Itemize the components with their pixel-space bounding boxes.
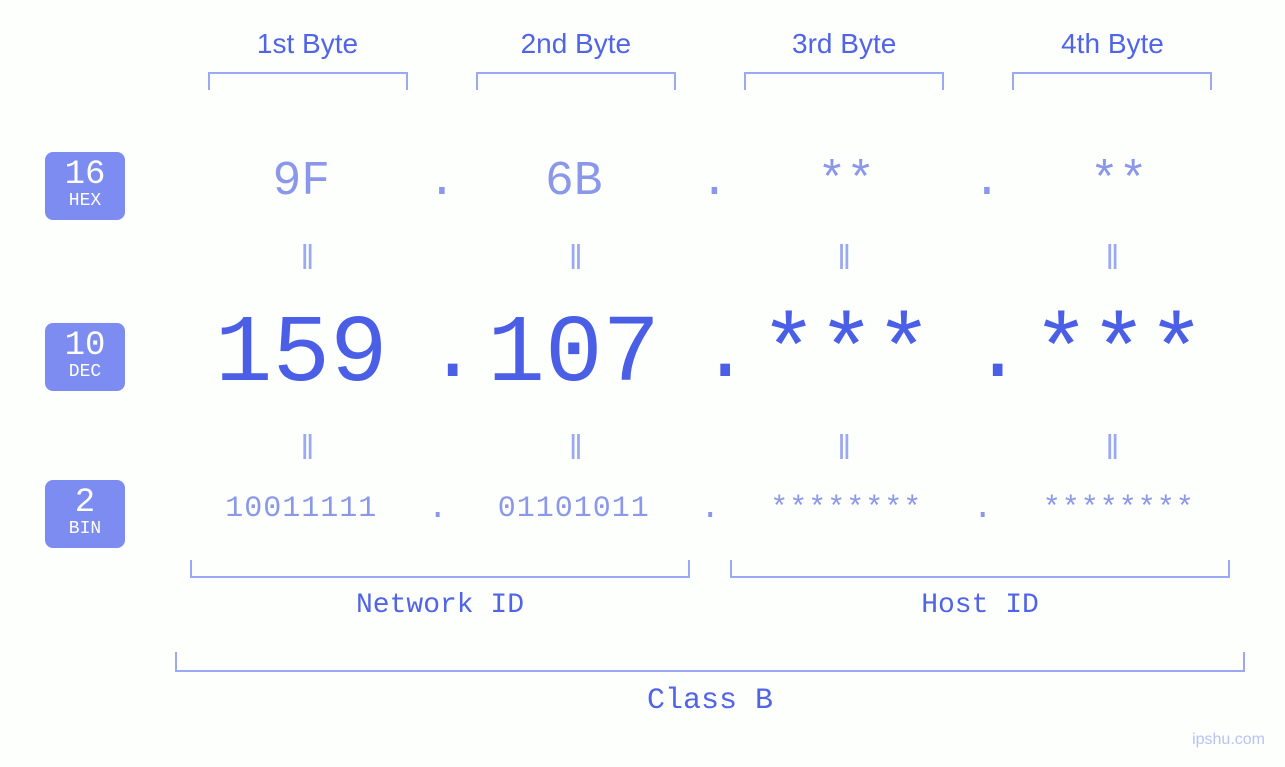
dot-separator: . bbox=[700, 490, 720, 528]
dot-separator: . bbox=[428, 155, 448, 209]
equals-icon: ǁ bbox=[712, 242, 977, 280]
byte-headers-row: 1st Byte 2nd Byte 3rd Byte 4th Byte bbox=[175, 28, 1245, 90]
equals-icon: ǁ bbox=[443, 432, 708, 470]
bracket-top-icon bbox=[1012, 72, 1212, 90]
base-dec-number: 10 bbox=[45, 329, 125, 363]
dot-separator: . bbox=[973, 307, 993, 402]
bracket-bottom-icon bbox=[730, 560, 1230, 578]
byte-header-3-label: 3rd Byte bbox=[792, 28, 896, 59]
bracket-bottom-icon bbox=[190, 560, 690, 578]
base-hex-label: HEX bbox=[45, 192, 125, 212]
dot-separator: . bbox=[700, 155, 720, 209]
byte-header-1: 1st Byte bbox=[175, 28, 440, 90]
equals-icon: ǁ bbox=[175, 432, 440, 470]
network-id-group: Network ID bbox=[175, 560, 705, 621]
byte-header-4-label: 4th Byte bbox=[1061, 28, 1164, 59]
bracket-top-icon bbox=[208, 72, 408, 90]
bracket-top-icon bbox=[476, 72, 676, 90]
watermark: ipshu.com bbox=[1192, 731, 1265, 749]
base-badge-dec: 10 DEC bbox=[45, 323, 125, 391]
equals-icon: ǁ bbox=[175, 242, 440, 280]
class-label: Class B bbox=[175, 684, 1245, 718]
id-brackets-row: Network ID Host ID bbox=[175, 560, 1245, 621]
byte-header-2: 2nd Byte bbox=[443, 28, 708, 90]
byte-header-1-label: 1st Byte bbox=[257, 28, 358, 59]
hex-byte-2: 6B bbox=[448, 155, 701, 209]
dec-byte-3: *** bbox=[720, 300, 973, 409]
byte-header-3: 3rd Byte bbox=[712, 28, 977, 90]
dec-row: 159 . 107 . *** . *** bbox=[175, 300, 1245, 409]
equals-icon: ǁ bbox=[443, 242, 708, 280]
host-id-group: Host ID bbox=[715, 560, 1245, 621]
dot-separator: . bbox=[428, 490, 448, 528]
base-dec-label: DEC bbox=[45, 363, 125, 383]
bin-row: 10011111 . 01101011 . ******** . *******… bbox=[175, 490, 1245, 528]
base-bin-number: 2 bbox=[45, 486, 125, 520]
bin-byte-4: ******** bbox=[993, 492, 1246, 526]
byte-header-2-label: 2nd Byte bbox=[521, 28, 632, 59]
dot-separator: . bbox=[428, 307, 448, 402]
bin-byte-1: 10011111 bbox=[175, 492, 428, 526]
equals-row-1: ǁ ǁ ǁ ǁ bbox=[175, 242, 1245, 280]
hex-byte-1: 9F bbox=[175, 155, 428, 209]
class-group: Class B bbox=[175, 652, 1245, 718]
dec-byte-4: *** bbox=[993, 300, 1246, 409]
bin-byte-3: ******** bbox=[720, 492, 973, 526]
equals-row-2: ǁ ǁ ǁ ǁ bbox=[175, 432, 1245, 470]
base-bin-label: BIN bbox=[45, 520, 125, 540]
dot-separator: . bbox=[700, 307, 720, 402]
hex-row: 9F . 6B . ** . ** bbox=[175, 155, 1245, 209]
equals-icon: ǁ bbox=[980, 242, 1245, 280]
host-id-label: Host ID bbox=[715, 590, 1245, 621]
dec-byte-1: 159 bbox=[175, 300, 428, 409]
dot-separator: . bbox=[973, 490, 993, 528]
hex-byte-4: ** bbox=[993, 155, 1246, 209]
base-badge-hex: 16 HEX bbox=[45, 152, 125, 220]
dec-byte-2: 107 bbox=[448, 300, 701, 409]
base-badge-bin: 2 BIN bbox=[45, 480, 125, 548]
bracket-bottom-icon bbox=[175, 652, 1245, 672]
equals-icon: ǁ bbox=[712, 432, 977, 470]
equals-icon: ǁ bbox=[980, 432, 1245, 470]
byte-header-4: 4th Byte bbox=[980, 28, 1245, 90]
dot-separator: . bbox=[973, 155, 993, 209]
base-hex-number: 16 bbox=[45, 158, 125, 192]
hex-byte-3: ** bbox=[720, 155, 973, 209]
bracket-top-icon bbox=[744, 72, 944, 90]
bin-byte-2: 01101011 bbox=[448, 492, 701, 526]
network-id-label: Network ID bbox=[175, 590, 705, 621]
